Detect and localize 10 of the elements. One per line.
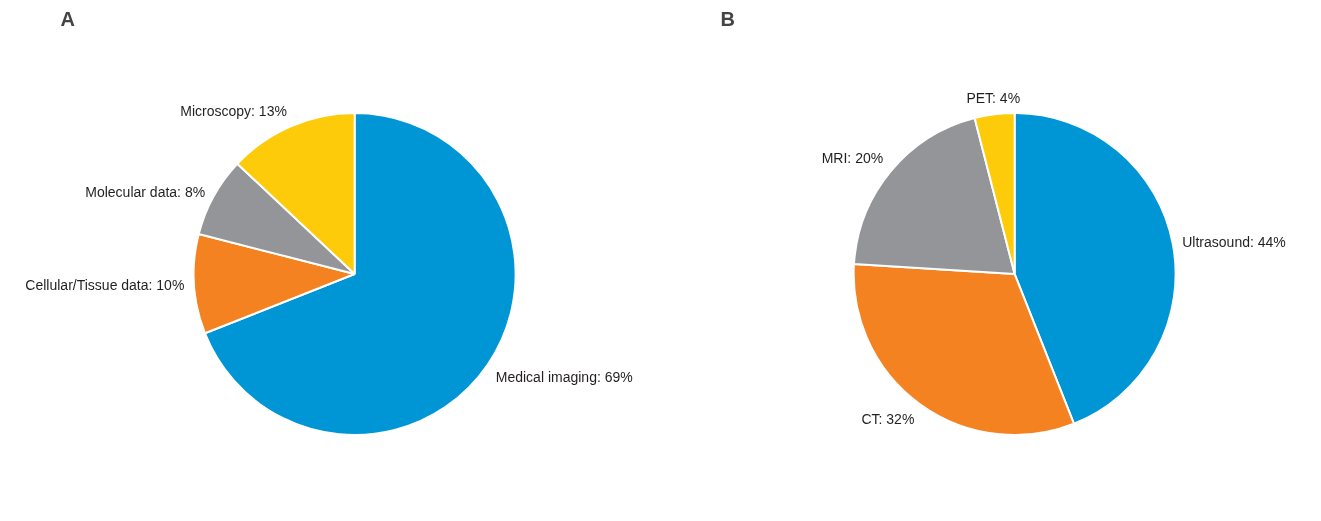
chart-title: A <box>60 7 75 30</box>
chart-title: B <box>720 7 735 30</box>
slice-label: CT: 32% <box>861 410 915 427</box>
slice-label: Medical imaging: 69% <box>495 369 633 386</box>
slice-label: Ultrasound: 44% <box>1182 234 1286 251</box>
slice-label: Molecular data: 8% <box>85 184 206 201</box>
slice-label: PET: 4% <box>966 90 1021 107</box>
slice-label: MRI: 20% <box>821 150 884 167</box>
slice-label: Cellular/Tissue data: 10% <box>25 276 185 293</box>
slice-label: Microscopy: 13% <box>180 102 287 119</box>
